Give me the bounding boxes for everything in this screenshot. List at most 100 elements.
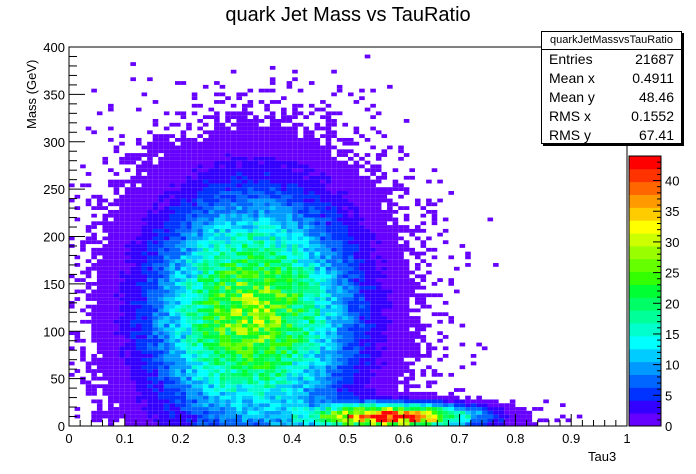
heatmap-cell bbox=[336, 308, 343, 313]
heatmap-cell bbox=[253, 304, 259, 309]
heatmap-cell bbox=[342, 191, 348, 195]
heatmap-cell bbox=[147, 319, 153, 324]
heatmap-cell bbox=[437, 403, 443, 408]
heatmap-cell bbox=[476, 422, 482, 426]
heatmap-cell bbox=[219, 191, 226, 195]
heatmap-cell bbox=[141, 263, 148, 267]
heatmap-cell bbox=[314, 319, 321, 324]
heatmap-cell bbox=[364, 175, 371, 180]
heatmap-cell bbox=[108, 183, 114, 188]
heatmap-cell bbox=[431, 422, 438, 426]
heatmap-cell bbox=[281, 156, 287, 161]
heatmap-cell bbox=[281, 247, 287, 252]
heatmap-cell bbox=[331, 353, 337, 358]
heatmap-cell bbox=[130, 236, 136, 241]
heatmap-cell bbox=[364, 213, 371, 218]
heatmap-cell bbox=[303, 126, 309, 131]
heatmap-cell bbox=[186, 357, 192, 362]
heatmap-cell bbox=[370, 300, 376, 305]
heatmap-cell bbox=[102, 156, 109, 161]
heatmap-cell bbox=[269, 293, 276, 298]
heatmap-cell bbox=[336, 278, 343, 282]
heatmap-cell bbox=[208, 225, 215, 229]
heatmap-cell bbox=[147, 369, 153, 373]
heatmap-cell bbox=[102, 236, 109, 241]
heatmap-cell bbox=[236, 137, 242, 142]
heatmap-cell bbox=[96, 399, 103, 404]
heatmap-cell bbox=[286, 141, 293, 146]
heatmap-cell bbox=[158, 407, 164, 411]
heatmap-cell bbox=[320, 100, 326, 104]
heatmap-cell bbox=[297, 228, 304, 233]
heatmap-cell bbox=[281, 285, 287, 290]
heatmap-cell bbox=[152, 228, 159, 233]
heatmap-cell bbox=[219, 137, 226, 142]
heatmap-cell bbox=[241, 304, 248, 309]
heatmap-cell bbox=[292, 312, 298, 317]
heatmap-cell bbox=[314, 126, 321, 131]
heatmap-cell bbox=[85, 369, 92, 373]
heatmap-cell bbox=[325, 141, 332, 146]
heatmap-cell bbox=[286, 304, 293, 309]
heatmap-cell bbox=[214, 172, 220, 176]
heatmap-cell bbox=[208, 137, 215, 142]
heatmap-cell bbox=[353, 327, 360, 332]
heatmap-cell bbox=[241, 289, 248, 294]
heatmap-cell bbox=[208, 168, 215, 173]
heatmap-cell bbox=[247, 130, 254, 135]
heatmap-cell bbox=[208, 149, 215, 154]
heatmap-cell bbox=[214, 141, 220, 146]
heatmap-cell bbox=[331, 407, 337, 411]
heatmap-cell bbox=[336, 403, 343, 408]
heatmap-cell bbox=[303, 399, 309, 404]
heatmap-cell bbox=[308, 319, 315, 324]
heatmap-cell bbox=[325, 376, 332, 381]
heatmap-cell bbox=[152, 414, 159, 419]
heatmap-cell bbox=[353, 244, 360, 248]
heatmap-cell bbox=[286, 335, 293, 339]
heatmap-cell bbox=[414, 263, 421, 267]
heatmap-cell bbox=[135, 244, 142, 248]
heatmap-cell bbox=[331, 274, 337, 279]
heatmap-cell bbox=[191, 376, 198, 381]
heatmap-cell bbox=[80, 357, 86, 362]
heatmap-cell bbox=[303, 281, 309, 286]
heatmap-cell bbox=[258, 232, 265, 237]
heatmap-cell bbox=[297, 365, 304, 370]
heatmap-cell bbox=[208, 304, 215, 309]
heatmap-cell bbox=[364, 312, 371, 317]
heatmap-cell bbox=[175, 293, 181, 298]
heatmap-cell bbox=[331, 270, 337, 275]
heatmap-cell bbox=[152, 350, 159, 354]
heatmap-cell bbox=[375, 281, 382, 286]
heatmap-cell bbox=[409, 251, 415, 256]
heatmap-cell bbox=[186, 168, 192, 173]
heatmap-cell bbox=[163, 236, 170, 241]
heatmap-cell bbox=[163, 365, 170, 370]
heatmap-cell bbox=[102, 361, 109, 366]
heatmap-cell bbox=[281, 153, 287, 157]
heatmap-cell bbox=[381, 308, 388, 313]
heatmap-cell bbox=[487, 414, 494, 419]
heatmap-cell bbox=[348, 172, 354, 176]
heatmap-cell bbox=[186, 410, 192, 415]
heatmap-cell bbox=[409, 422, 415, 426]
heatmap-cell bbox=[119, 331, 125, 336]
heatmap-cell bbox=[191, 244, 198, 248]
heatmap-cell bbox=[370, 312, 376, 317]
heatmap-cell bbox=[370, 270, 376, 275]
heatmap-cell bbox=[214, 164, 220, 169]
heatmap-cell bbox=[230, 164, 237, 169]
heatmap-cell bbox=[119, 300, 125, 305]
heatmap-cell bbox=[158, 160, 164, 165]
heatmap-cell bbox=[163, 353, 170, 358]
heatmap-cell bbox=[130, 179, 136, 184]
heatmap-cell bbox=[219, 388, 226, 392]
heatmap-cell bbox=[370, 361, 376, 366]
heatmap-cell bbox=[292, 342, 298, 347]
heatmap-cell bbox=[186, 266, 192, 271]
heatmap-cell bbox=[437, 338, 443, 343]
heatmap-cell bbox=[303, 149, 309, 154]
heatmap-cell bbox=[387, 187, 393, 192]
heatmap-cell bbox=[375, 259, 382, 264]
